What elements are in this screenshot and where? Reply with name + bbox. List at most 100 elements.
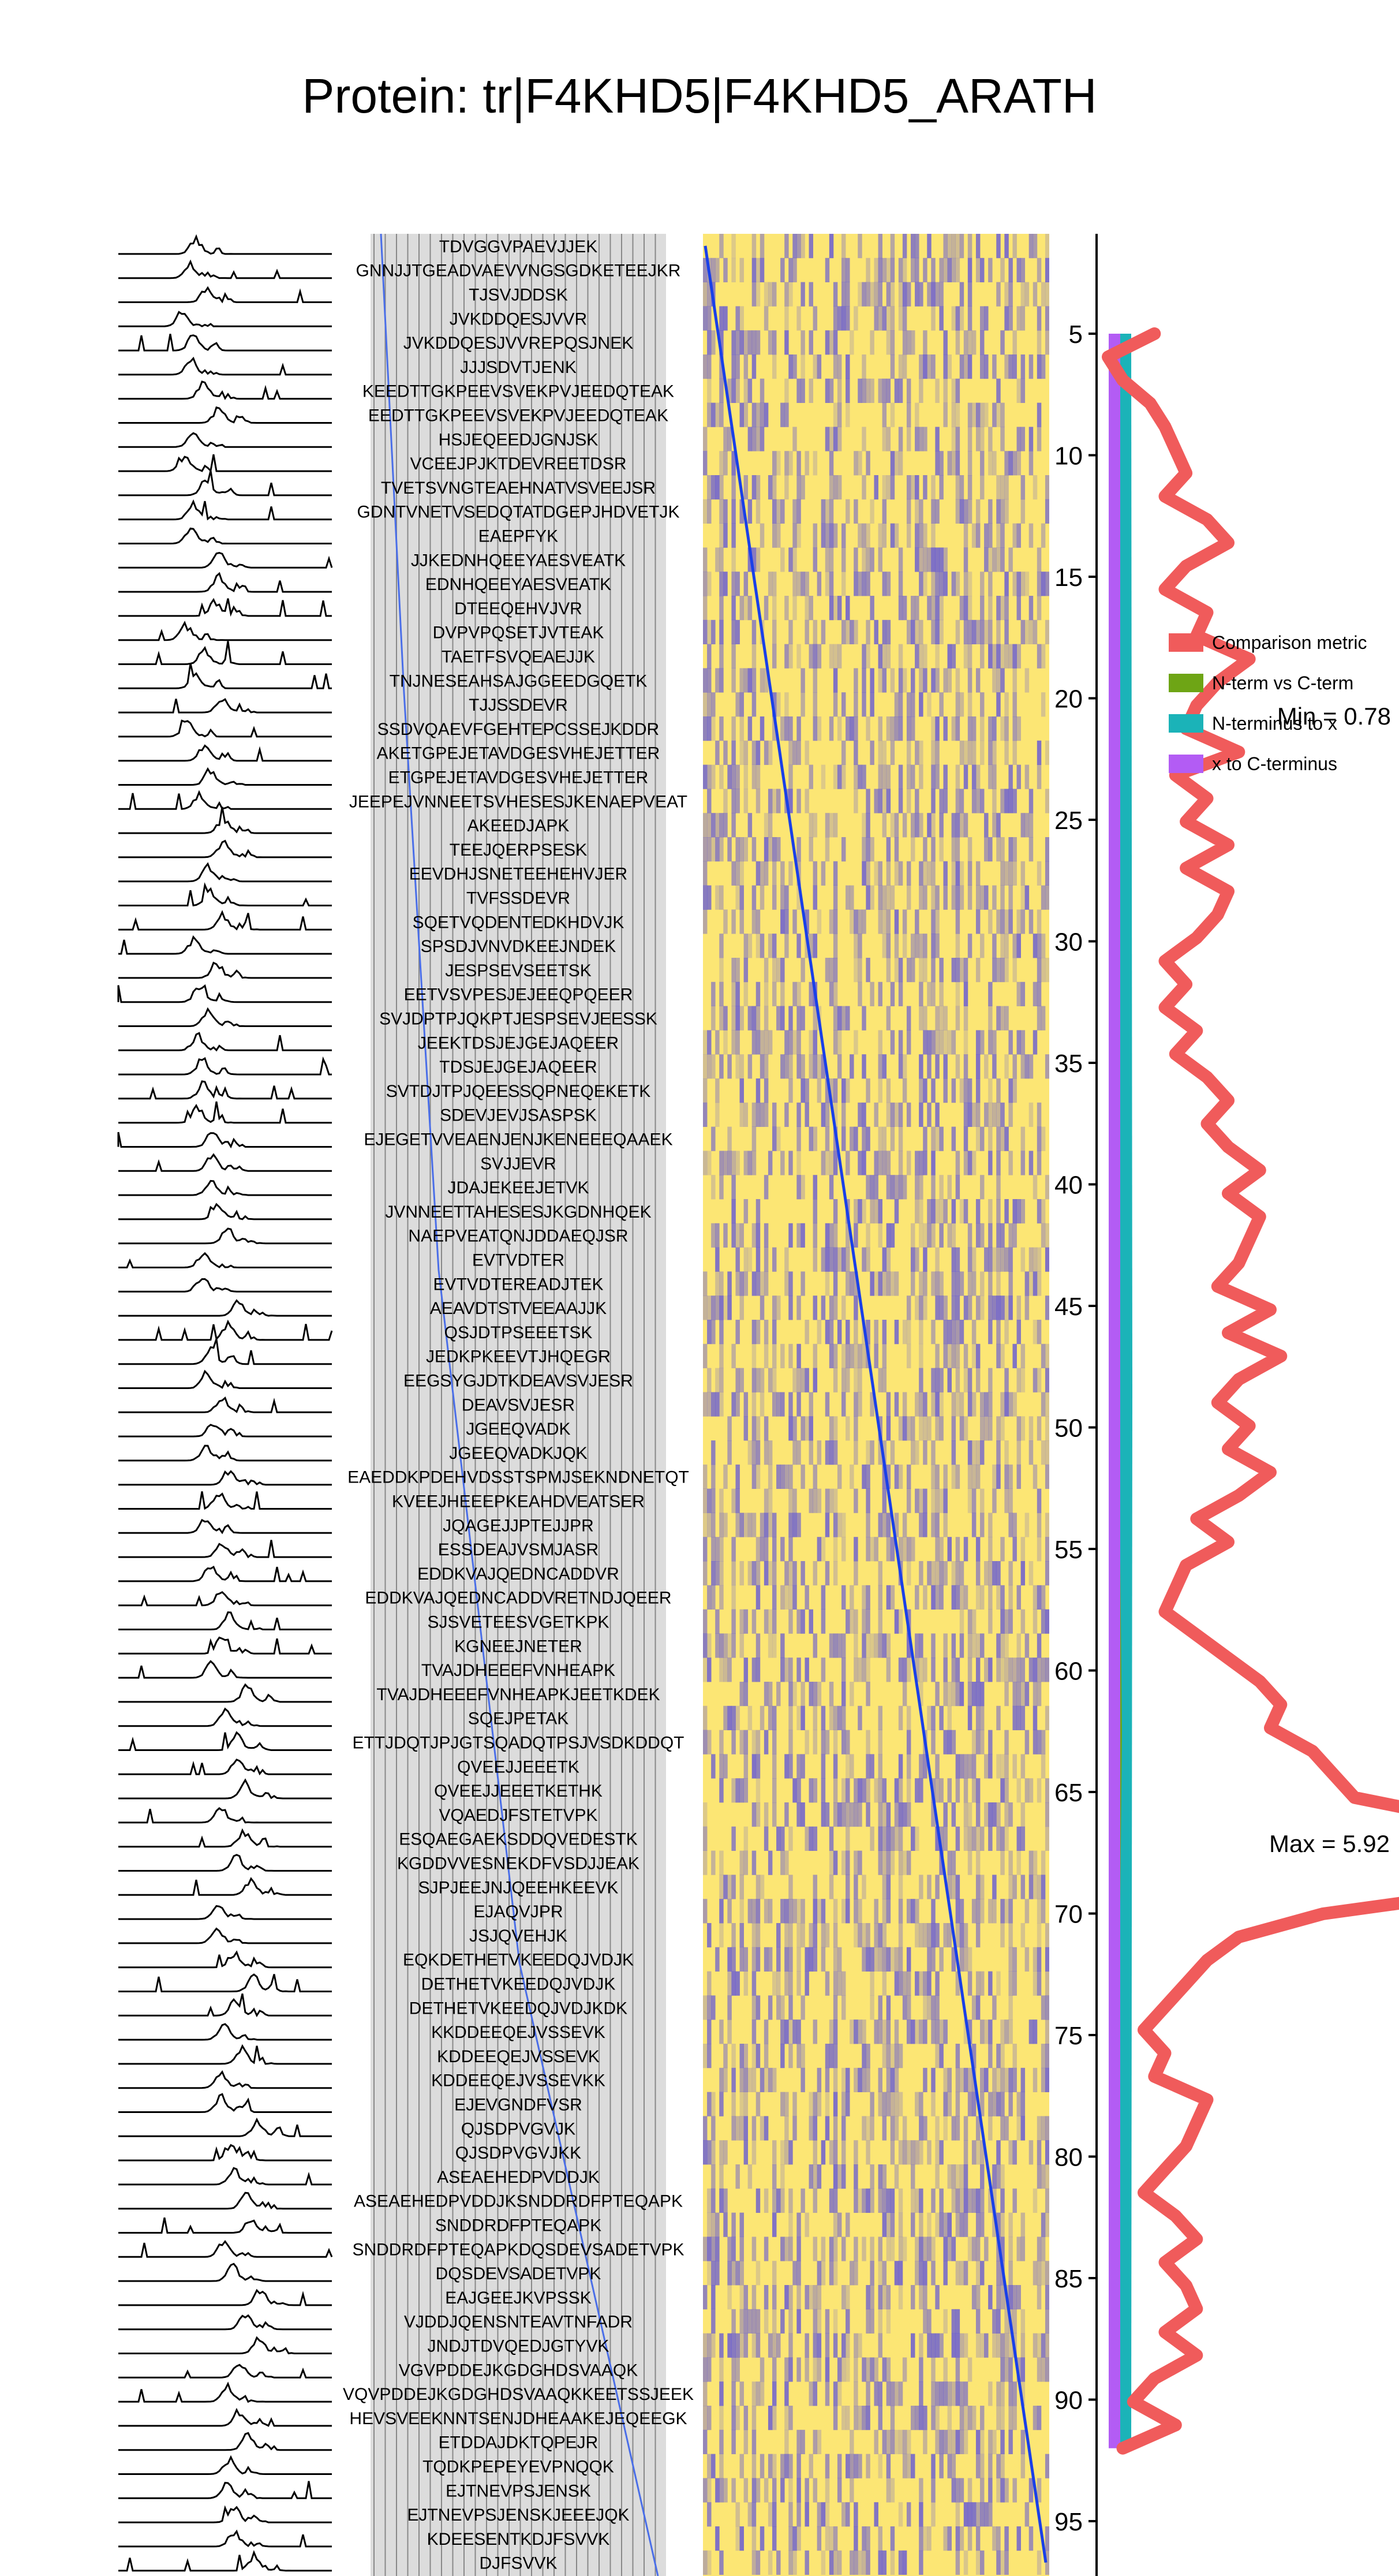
heatmap-cell: [711, 2188, 716, 2213]
heatmap-cell: [955, 1368, 960, 1392]
heatmap-cell: [841, 2357, 846, 2382]
heatmap-cell: [1000, 475, 1005, 500]
heatmap-cell: [829, 451, 834, 476]
heatmap-cell: [1020, 378, 1026, 403]
heatmap-cell: [1020, 1537, 1026, 1562]
heatmap-cell: [784, 1802, 789, 1827]
heatmap-cell: [866, 1247, 870, 1272]
heatmap-cell: [1037, 2550, 1042, 2575]
heatmap-cell: [898, 1802, 903, 1827]
heatmap-cell: [894, 1175, 899, 1200]
heatmap-cell: [821, 1778, 826, 1803]
heatmap-cell: [1012, 330, 1017, 355]
heatmap-cell: [825, 2357, 830, 2382]
heatmap-cell: [886, 427, 891, 451]
heatmap-cell: [931, 1488, 936, 1513]
heatmap-cell: [886, 475, 891, 500]
heatmap-cell: [902, 1971, 907, 1996]
heatmap-cell: [1024, 619, 1030, 644]
heatmap-cell: [833, 402, 838, 427]
heatmap-cell: [963, 1126, 968, 1151]
heatmap-cell: [796, 1030, 801, 1055]
heatmap-cell: [955, 1296, 960, 1320]
heatmap-cell: [1000, 668, 1005, 693]
heatmap-cell: [955, 861, 960, 886]
heatmap-cell: [755, 909, 761, 934]
heatmap-cell: [817, 644, 822, 669]
heatmap-cell: [792, 1561, 797, 1586]
bar-x-to-c-terminus: [1109, 334, 1120, 2448]
heatmap-cell: [809, 1826, 813, 1851]
heatmap-cell: [1045, 1368, 1049, 1392]
profile-trace: [118, 621, 332, 641]
heatmap-cell: [980, 1175, 985, 1200]
heatmap-cell: [988, 523, 993, 548]
heatmap-cell: [935, 1271, 940, 1296]
axis-tick-label: 5: [1069, 320, 1083, 349]
heatmap-cell: [967, 1368, 972, 1392]
heatmap-cell: [858, 981, 862, 1006]
profile-trace: [118, 1396, 332, 1413]
heatmap-cell: [751, 2067, 757, 2092]
profile-trace: [118, 1807, 332, 1824]
heatmap-cell: [788, 1923, 793, 1948]
heatmap-cell: [829, 234, 834, 259]
heatmap-cell: [898, 1899, 903, 1924]
heatmap-cell: [878, 909, 882, 934]
heatmap-cell: [1045, 885, 1049, 910]
heatmap-cell: [967, 885, 972, 910]
heatmap-cell: [1008, 789, 1013, 813]
heatmap-cell: [992, 451, 997, 476]
heatmap-cell: [927, 1923, 932, 1948]
heatmap-cell: [963, 596, 968, 621]
heatmap-cell: [890, 1126, 895, 1151]
heatmap-cell: [731, 1537, 736, 1562]
heatmap-cell: [931, 1802, 936, 1827]
heatmap-cell: [1024, 2502, 1030, 2527]
heatmap-cell: [984, 1802, 989, 1827]
profile-trace: [118, 2550, 332, 2572]
peptide-label: KDDEEQEJVSSEVK: [437, 2047, 600, 2066]
heatmap-cell: [751, 2237, 757, 2261]
heatmap-cell: [1037, 1923, 1042, 1948]
heatmap-cell: [784, 2237, 789, 2261]
heatmap-cell: [707, 1971, 712, 1996]
heatmap-cell: [735, 861, 740, 886]
heatmap-cell: [882, 2429, 887, 2454]
heatmap-cell: [874, 2502, 878, 2527]
heatmap-cell: [854, 2019, 858, 2044]
heatmap-cell: [829, 1633, 834, 1658]
heatmap-cell: [760, 1102, 765, 1127]
heatmap-cell: [854, 1126, 858, 1151]
heatmap-cell: [963, 1102, 968, 1127]
heatmap-cell: [862, 475, 866, 500]
heatmap-cell: [975, 1633, 981, 1658]
heatmap-cell: [996, 1440, 1001, 1465]
heatmap-cell: [755, 789, 761, 813]
heatmap-cell: [780, 2092, 785, 2116]
heatmap-cell: [801, 1561, 805, 1586]
heatmap-cell: [772, 1754, 777, 1779]
heatmap-cell: [874, 1899, 878, 1924]
heatmap-cell: [858, 2333, 862, 2358]
heatmap-cell: [833, 354, 838, 379]
profile-trace: [118, 1299, 332, 1317]
axis-tick-label: 90: [1054, 2387, 1083, 2415]
heatmap-cell: [739, 2212, 744, 2237]
heatmap-cell: [707, 572, 712, 596]
heatmap-cell: [947, 2381, 952, 2406]
heatmap-cell: [703, 619, 708, 644]
heatmap-cell: [719, 619, 724, 644]
heatmap-cell: [996, 2333, 1001, 2358]
heatmap-cell: [866, 1923, 870, 1948]
profile-trace: [118, 1056, 332, 1076]
heatmap-cell: [902, 354, 907, 379]
heatmap-cell: [858, 451, 862, 476]
heatmap-cell: [894, 1826, 899, 1851]
heatmap-cell: [792, 1440, 797, 1465]
heatmap-cell: [841, 619, 846, 644]
heatmap-cell: [915, 1826, 919, 1851]
profile-trace: [118, 641, 332, 665]
heatmap-cell: [963, 572, 968, 596]
